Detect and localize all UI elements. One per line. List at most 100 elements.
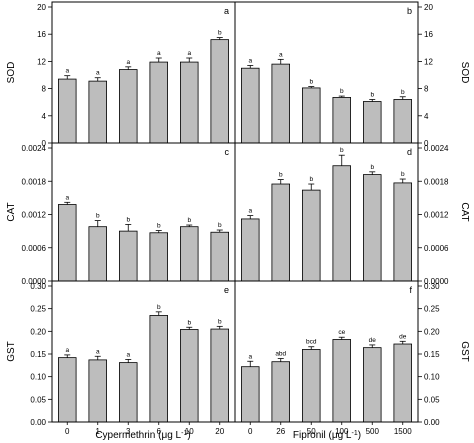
y-tick-label: 0.30 [30,282,46,291]
y-tick-label: 0.20 [424,327,440,336]
x-tick-label: 10 [185,427,194,436]
bar [119,230,138,282]
y-tick-label: 0.00 [424,418,440,427]
bar [58,204,77,282]
y-tick-label: 8 [424,85,429,94]
bar [363,101,382,144]
bar [210,231,229,282]
bar [58,357,77,423]
x-tick-label: 50 [307,427,316,436]
panel-f: 0.00 0.05 0.10 0.15 0.20 0.25 0.30 GST f a 0 abd 26 b… [241,282,470,436]
y-tick-label: 0.05 [424,395,440,404]
y-tick-label: 0.20 [30,327,46,336]
y-axis-title: CAT [459,202,470,221]
significance-letter: de [369,337,377,344]
x-tick-label: 3 [126,427,131,436]
significance-letter: a [279,51,283,58]
significance-letter: bcd [306,339,317,346]
y-tick-label: 0.15 [30,350,46,359]
significance-letter: abd [275,351,286,358]
significance-letter: a [126,351,130,358]
y-tick-label: 20 [424,3,433,12]
bar [332,339,351,423]
y-axis-title: CAT [6,202,17,221]
significance-letter: b [218,222,222,229]
y-tick-label: 0.30 [424,282,440,291]
y-tick-label: 0.10 [424,373,440,382]
y-tick-label: 12 [37,57,46,66]
bar [332,165,351,282]
x-axis-title-right: Fipronil (μg L-1) [293,430,361,442]
bar [180,329,199,423]
y-tick-label: 8 [42,85,47,94]
panel-a: 0 4 8 12 16 20 SOD a a a a a a b [6,3,229,148]
panel-e: 0.00 0.05 0.10 0.15 0.20 0.25 0.30 GST e a 0 a 1 a 3 b 6… [6,282,229,436]
bar [210,39,229,144]
x-axis-title-left: Cypermethrin (μg L-1) [95,430,190,442]
x-tick-label: 500 [366,427,380,436]
bar [332,97,351,144]
bar [58,78,77,144]
bar [149,232,168,282]
x-tick-label: 1 [96,427,101,436]
bar [210,328,229,423]
significance-letter: a [96,348,100,355]
x-tick-label: 0 [65,427,70,436]
y-tick-label: 0.0000 [424,277,449,286]
y-tick-label: 0 [42,139,47,148]
y-tick-label: 0.0006 [424,244,449,253]
significance-letter: a [65,347,69,354]
x-axis-title-left-sup: -1 [181,430,187,437]
bar [180,61,199,144]
significance-letter: a [248,353,252,360]
panel-b: 0 4 8 12 16 20 SOD b a a b b b b [241,3,470,148]
bar [241,218,260,282]
panel-letter: e [224,285,229,295]
significance-letter: a [187,50,191,57]
significance-letter: b [96,213,100,220]
panel-letter: a [224,6,229,16]
significance-letter: b [340,88,344,95]
significance-letter: b [279,172,283,179]
bar [302,349,321,423]
bar [88,226,107,282]
bar [149,315,168,423]
bar [393,182,412,282]
x-tick-label: 6 [157,427,162,436]
y-tick-label: 16 [37,30,46,39]
bar [363,347,382,423]
significance-letter: de [399,333,407,340]
y-axis-title: GST [459,341,470,362]
significance-letter: b [157,223,161,230]
x-axis-title-left-main: Cypermethrin (μg L [95,430,181,441]
bar [241,67,260,144]
bar [88,359,107,423]
significance-letter: a [65,68,69,75]
bar [271,63,290,144]
y-tick-label: 20 [37,3,46,12]
y-tick-label: 0.00 [30,418,46,427]
bar [88,80,107,144]
panel-letter: d [407,147,412,157]
y-tick-label: 0.0000 [22,277,47,286]
bar [119,69,138,144]
significance-letter: b [187,319,191,326]
significance-letter: ce [338,329,345,336]
y-tick-label: 0.0024 [22,144,47,153]
x-tick-label: 20 [215,427,224,436]
bar [271,183,290,282]
x-tick-label: 26 [276,427,285,436]
y-tick-label: 0.0012 [424,211,449,220]
bar [241,366,260,423]
significance-letter: a [65,194,69,201]
significance-letter: b [401,171,405,178]
y-tick-label: 0.0018 [22,177,47,186]
significance-letter: b [187,217,191,224]
panel-c: 0.0000 0.0006 0.0012 0.0018 0.0024 CAT c a b b b b b [6,144,230,286]
panel-letter: f [409,285,412,295]
bar [302,189,321,282]
bar [149,61,168,144]
x-axis-title-right-end: ) [358,430,361,441]
